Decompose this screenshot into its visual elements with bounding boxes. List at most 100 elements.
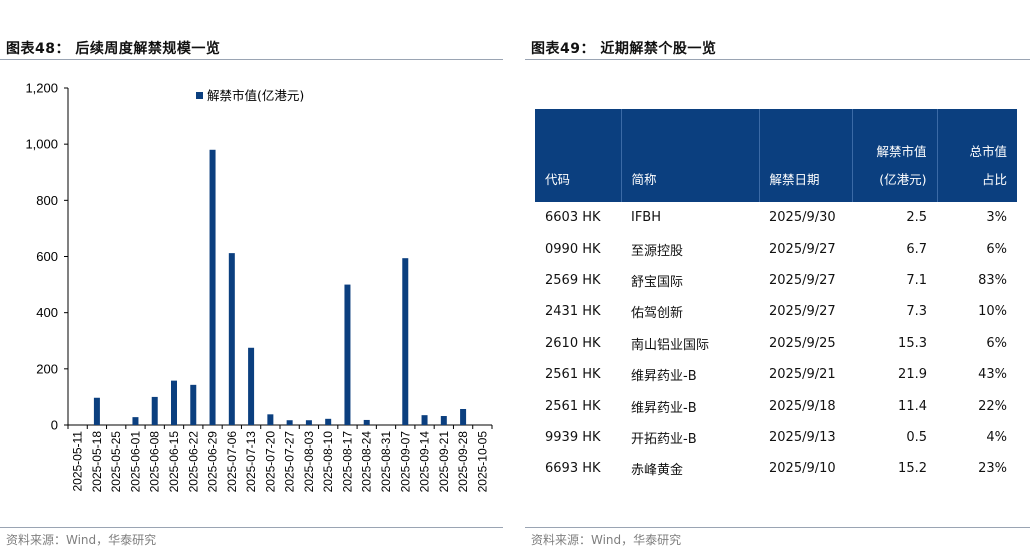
x-tick-label: 2025-09-07	[398, 431, 412, 493]
bar	[440, 416, 447, 425]
x-tick-label: 2025-07-27	[283, 431, 297, 493]
cell-ratio: 83%	[978, 272, 1007, 288]
x-tick-label: 2025-10-05	[475, 431, 489, 493]
bar	[93, 397, 100, 425]
table-row: 2569 HK 舒宝国际 2025/9/27 7.1 83%	[535, 265, 1017, 296]
recent-unlock-table-panel: 图表49： 近期解禁个股一览 代码 简称 解禁日期 解禁市值 (亿港元) 总市值占…	[525, 0, 1030, 552]
cell-value: 0.5	[906, 429, 927, 445]
cell-date: 2025/9/10	[769, 461, 836, 477]
table-source-note: 资料来源：Wind，华泰研究	[531, 533, 682, 547]
x-tick-label: 2025-08-24	[360, 431, 374, 493]
cell-name: 南山铝业国际	[631, 337, 710, 353]
bar	[248, 347, 255, 425]
table-row: 6693 HK 赤峰黄金 2025/9/10 15.2 23%	[535, 453, 1017, 484]
cell-name: IFBH	[631, 210, 662, 226]
cell-value: 6.7	[906, 241, 927, 257]
x-tick-label: 2025-07-06	[225, 431, 239, 493]
x-tick-label: 2025-08-10	[321, 431, 335, 493]
cell-date: 2025/9/27	[769, 241, 836, 257]
y-tick-label: 600	[36, 249, 58, 264]
x-tick-label: 2025-05-11	[71, 431, 85, 492]
y-tick-label: 800	[36, 193, 58, 208]
table-row: 9939 HK 开拓药业-B 2025/9/13 0.5 4%	[535, 422, 1017, 453]
y-tick-label: 400	[36, 305, 58, 320]
recent-unlock-table: 代码 简称 解禁日期 解禁市值 (亿港元) 总市值 占比 6603 HK IFBH …	[535, 109, 1017, 485]
bar	[228, 253, 235, 425]
x-tick-label: 2025-09-21	[437, 431, 451, 493]
bar	[267, 414, 274, 425]
weekly-unlock-chart-panel: 图表48： 后续周度解禁规模一览 0 200 400 600 800 1,000 1,200…	[0, 0, 505, 552]
cell-value: 15.2	[898, 461, 927, 477]
table-figure-title: 图表49： 近期解禁个股一览	[531, 41, 717, 57]
cell-date: 2025/9/25	[769, 335, 836, 351]
cell-date: 2025/9/21	[769, 367, 836, 383]
cell-code: 2431 HK	[545, 304, 601, 320]
bar	[363, 419, 370, 425]
table-row: 0990 HK 至源控股 2025/9/27 6.7 6%	[535, 233, 1017, 264]
header-name: 简称	[621, 109, 760, 202]
cell-ratio: 6%	[986, 241, 1007, 257]
x-tick-label: 2025-06-22	[186, 431, 200, 493]
cell-ratio: 22%	[978, 398, 1007, 414]
table-row: 6603 HK IFBH 2025/9/30 2.5 3%	[535, 202, 1017, 233]
cell-name: 维昇药业-B	[631, 369, 697, 385]
cell-value: 11.4	[898, 398, 927, 414]
legend-swatch	[196, 92, 203, 99]
table-header-row: 代码 简称 解禁日期 解禁市值 (亿港元) 总市值 占比	[535, 109, 1017, 202]
table-row: 2431 HK 佑驾创新 2025/9/27 7.3 10%	[535, 296, 1017, 327]
cell-code: 9939 HK	[545, 429, 601, 445]
cell-code: 6603 HK	[545, 210, 601, 226]
cell-ratio: 23%	[978, 461, 1007, 477]
bar	[421, 415, 428, 425]
cell-date: 2025/9/27	[769, 304, 836, 320]
x-tick-label: 2025-09-28	[456, 431, 470, 493]
x-tick-label: 2025-08-17	[340, 431, 354, 493]
table-row: 2610 HK 南山铝业国际 2025/9/25 15.3 6%	[535, 328, 1017, 359]
x-tick-label: 2025-06-29	[206, 431, 220, 493]
cell-date: 2025/9/30	[769, 210, 836, 226]
cell-code: 2569 HK	[545, 272, 601, 288]
bar	[344, 284, 351, 425]
cell-name: 舒宝国际	[631, 274, 684, 290]
bar	[305, 420, 312, 425]
cell-value: 21.9	[898, 367, 927, 383]
x-tick-label: 2025-07-20	[263, 431, 277, 493]
cell-date: 2025/9/13	[769, 429, 836, 445]
cell-ratio: 43%	[978, 367, 1007, 383]
y-tick-label: 1,200	[25, 81, 58, 96]
table-row: 2561 HK 维昇药业-B 2025/9/18 11.4 22%	[535, 390, 1017, 421]
header-unlock-value: 解禁市值 (亿港元)	[852, 109, 938, 202]
bar	[460, 408, 467, 425]
cell-ratio: 10%	[978, 304, 1007, 320]
weekly-unlock-bar-chart: 0 200 400 600 800 1,000 1,200 2025-05-11 2025-05…	[25, 81, 493, 493]
cell-code: 2561 HK	[545, 398, 601, 414]
chart-source-note: 资料来源：Wind，华泰研究	[6, 533, 157, 547]
cell-date: 2025/9/18	[769, 398, 836, 414]
table-row: 2561 HK 维昇药业-B 2025/9/21 21.9 43%	[535, 359, 1017, 390]
cell-code: 2610 HK	[545, 335, 601, 351]
cell-ratio: 6%	[986, 335, 1007, 351]
bar	[171, 380, 177, 425]
y-tick-label: 0	[51, 418, 58, 433]
x-tick-label: 2025-06-08	[148, 431, 162, 493]
x-tick-label: 2025-06-01	[128, 431, 142, 493]
bar	[402, 258, 409, 425]
x-tick-label: 2025-08-03	[302, 431, 316, 493]
cell-value: 7.1	[906, 272, 927, 288]
header-code: 代码	[535, 109, 622, 202]
legend-label: 解禁市值(亿港元)	[207, 88, 304, 103]
x-tick-label: 2025-07-13	[244, 431, 258, 493]
header-unlock-date: 解禁日期	[759, 109, 853, 202]
cell-value: 15.3	[898, 335, 927, 351]
chart-figure-title: 图表48： 后续周度解禁规模一览	[6, 41, 221, 57]
bar	[151, 396, 158, 425]
y-tick-label: 1,000	[25, 137, 58, 152]
bar	[132, 417, 139, 425]
cell-code: 0990 HK	[545, 241, 601, 257]
source-divider	[0, 527, 503, 528]
cell-name: 维昇药业-B	[631, 400, 697, 416]
cell-date: 2025/9/27	[769, 272, 836, 288]
y-tick-label: 200	[36, 361, 58, 376]
cell-ratio: 4%	[986, 429, 1007, 445]
cell-name: 至源控股	[631, 243, 684, 259]
